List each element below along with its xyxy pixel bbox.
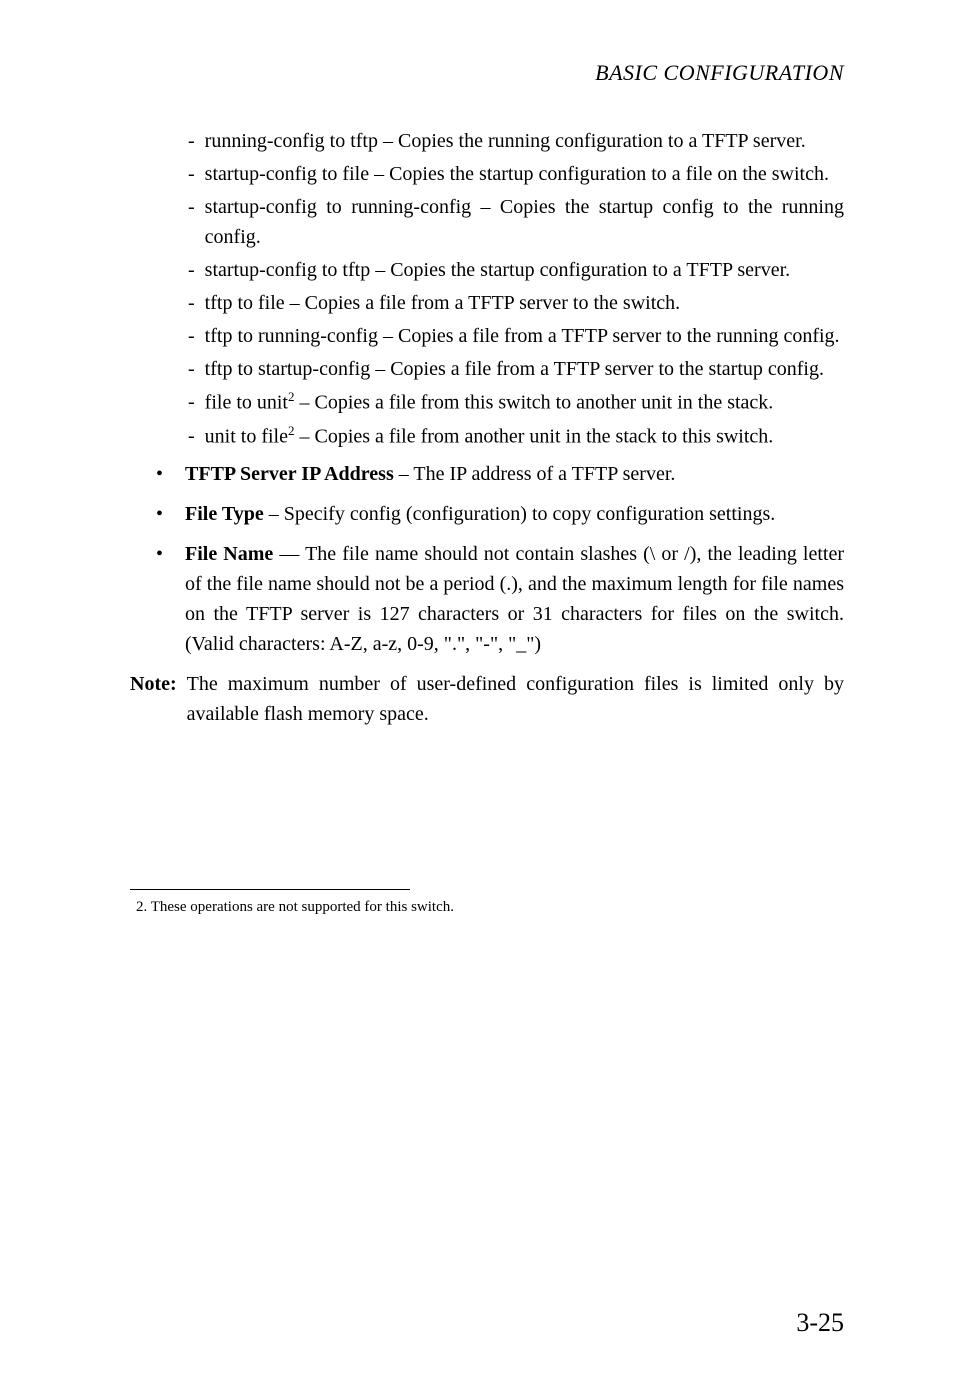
sub-item-text: unit to file2 – Copies a file from anoth…: [205, 421, 844, 452]
page-content: - running-config to tftp – Copies the ru…: [130, 126, 844, 919]
bullet-marker: •: [156, 499, 163, 529]
sub-item-text: tftp to file – Copies a file from a TFTP…: [205, 288, 844, 318]
main-item: • File Type – Specify config (configurat…: [156, 499, 844, 529]
sub-item: - startup-config to tftp – Copies the st…: [188, 255, 844, 285]
note-block: Note: The maximum number of user-defined…: [130, 669, 844, 729]
sub-item-text: startup-config to running-config – Copie…: [205, 192, 844, 252]
sub-item-text: startup-config to file – Copies the star…: [205, 159, 844, 189]
sub-item: - unit to file2 – Copies a file from ano…: [188, 421, 844, 452]
sub-item: - startup-config to file – Copies the st…: [188, 159, 844, 189]
main-item: • TFTP Server IP Address – The IP addres…: [156, 459, 844, 489]
dash-marker: -: [188, 159, 195, 189]
dash-marker: -: [188, 421, 195, 452]
sub-item: - startup-config to running-config – Cop…: [188, 192, 844, 252]
dash-marker: -: [188, 255, 195, 285]
main-item-text: File Type – Specify config (configuratio…: [185, 499, 844, 529]
sub-item-text: startup-config to tftp – Copies the star…: [205, 255, 844, 285]
sub-list: - running-config to tftp – Copies the ru…: [188, 126, 844, 451]
footnote-separator: [130, 889, 410, 890]
sub-item-text: tftp to running-config – Copies a file f…: [205, 321, 844, 351]
main-item-text: File Name — The file name should not con…: [185, 539, 844, 659]
main-item-text: TFTP Server IP Address – The IP address …: [185, 459, 844, 489]
sub-item: - tftp to startup-config – Copies a file…: [188, 354, 844, 384]
sub-item: - tftp to running-config – Copies a file…: [188, 321, 844, 351]
dash-marker: -: [188, 321, 195, 351]
sub-item-text: file to unit2 – Copies a file from this …: [205, 387, 844, 418]
note-text: The maximum number of user-defined confi…: [187, 669, 844, 729]
main-item: • File Name — The file name should not c…: [156, 539, 844, 659]
bullet-marker: •: [156, 459, 163, 489]
footnote-text: 2. These operations are not supported fo…: [136, 896, 844, 919]
dash-marker: -: [188, 192, 195, 252]
page-header: BASIC CONFIGURATION: [130, 60, 844, 86]
sub-item-text: running-config to tftp – Copies the runn…: [205, 126, 844, 156]
dash-marker: -: [188, 354, 195, 384]
dash-marker: -: [188, 288, 195, 318]
page-number: 3-25: [796, 1308, 844, 1338]
sub-item: - tftp to file – Copies a file from a TF…: [188, 288, 844, 318]
sub-item: - file to unit2 – Copies a file from thi…: [188, 387, 844, 418]
main-list: • TFTP Server IP Address – The IP addres…: [156, 459, 844, 659]
sub-item: - running-config to tftp – Copies the ru…: [188, 126, 844, 156]
dash-marker: -: [188, 387, 195, 418]
note-label: Note:: [130, 669, 177, 729]
dash-marker: -: [188, 126, 195, 156]
sub-item-text: tftp to startup-config – Copies a file f…: [205, 354, 844, 384]
bullet-marker: •: [156, 539, 163, 659]
